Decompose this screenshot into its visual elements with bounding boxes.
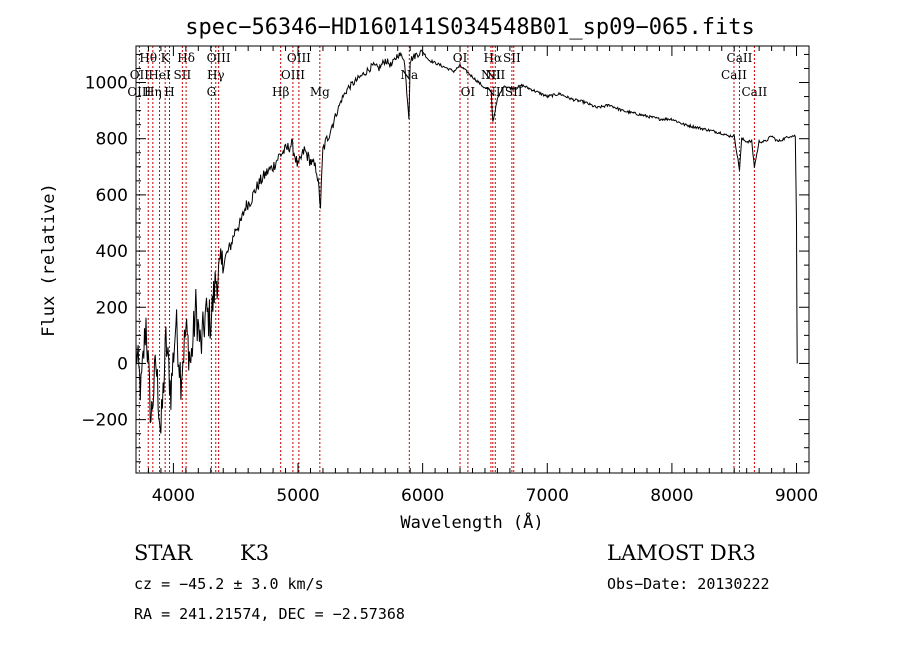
line-label: Mg <box>310 85 330 99</box>
line-label: OIII <box>281 68 305 82</box>
x-axis: 4000 5000 6000 7000 8000 9000 <box>147 46 818 506</box>
x-tick-label: 5000 <box>276 486 319 506</box>
plot-frame <box>135 45 810 474</box>
spectrum-series <box>135 49 798 434</box>
x-tick-label: 9000 <box>775 486 818 506</box>
line-label: Hη <box>144 85 162 99</box>
line-label: Hδ <box>177 51 195 65</box>
line-label: OI <box>453 51 468 65</box>
line-label: NII <box>485 85 505 99</box>
line-label: OIII <box>287 51 311 65</box>
y-tick-label: 600 <box>96 186 128 206</box>
x-axis-label: Wavelength (Å) <box>400 511 543 533</box>
line-label: Hβ <box>272 85 289 99</box>
line-label: G <box>207 85 217 99</box>
y-tick-label: 800 <box>96 130 128 150</box>
object-subclass: K3 <box>240 541 269 565</box>
line-label: HeI <box>148 68 171 82</box>
observation-date: Obs−Date: 20130222 <box>607 575 770 593</box>
line-label: OII <box>130 68 150 82</box>
line-label: SII <box>174 68 192 82</box>
chart-title: spec−56346−HD160141S034548B01_sp09−065.f… <box>185 15 755 40</box>
coordinates: RA = 241.21574, DEC = −2.57368 <box>134 605 405 623</box>
y-tick-label: 0 <box>117 354 128 374</box>
line-label: NII <box>485 68 505 82</box>
line-label: OIII <box>127 85 151 99</box>
redshift-velocity: cz = −45.2 ± 3.0 km/s <box>134 575 324 593</box>
y-axis-label: Flux (relative) <box>39 183 59 337</box>
y-tick-label: 1000 <box>85 74 128 94</box>
line-label: K <box>161 51 171 65</box>
line-label: SII <box>505 85 523 99</box>
x-tick-label: 7000 <box>526 486 569 506</box>
emission-line-markers <box>138 46 755 473</box>
y-tick-label: 200 <box>96 298 128 318</box>
x-tick-label: 6000 <box>401 486 444 506</box>
spectrum-line <box>135 49 798 434</box>
line-label: Na <box>400 68 418 82</box>
line-label: OIII <box>207 51 231 65</box>
line-label: SII <box>503 51 521 65</box>
line-label: Hθ <box>139 51 157 65</box>
x-tick-label: 4000 <box>152 486 195 506</box>
y-axis: −200 0 200 400 600 800 1000 <box>81 53 809 463</box>
line-label: Hα <box>484 51 503 65</box>
y-tick-label: 400 <box>96 242 128 262</box>
survey-name: LAMOST DR3 <box>607 541 756 565</box>
line-label: CaII <box>741 85 767 99</box>
line-label: CaII <box>721 68 747 82</box>
line-label: H <box>164 85 174 99</box>
line-label: OI <box>461 85 476 99</box>
y-tick-label: −200 <box>81 411 128 431</box>
object-class: STAR <box>134 541 193 565</box>
line-label: Hγ <box>207 68 225 82</box>
line-label: CaII <box>727 51 753 65</box>
x-tick-label: 8000 <box>650 486 693 506</box>
line-label: NII <box>481 68 501 82</box>
